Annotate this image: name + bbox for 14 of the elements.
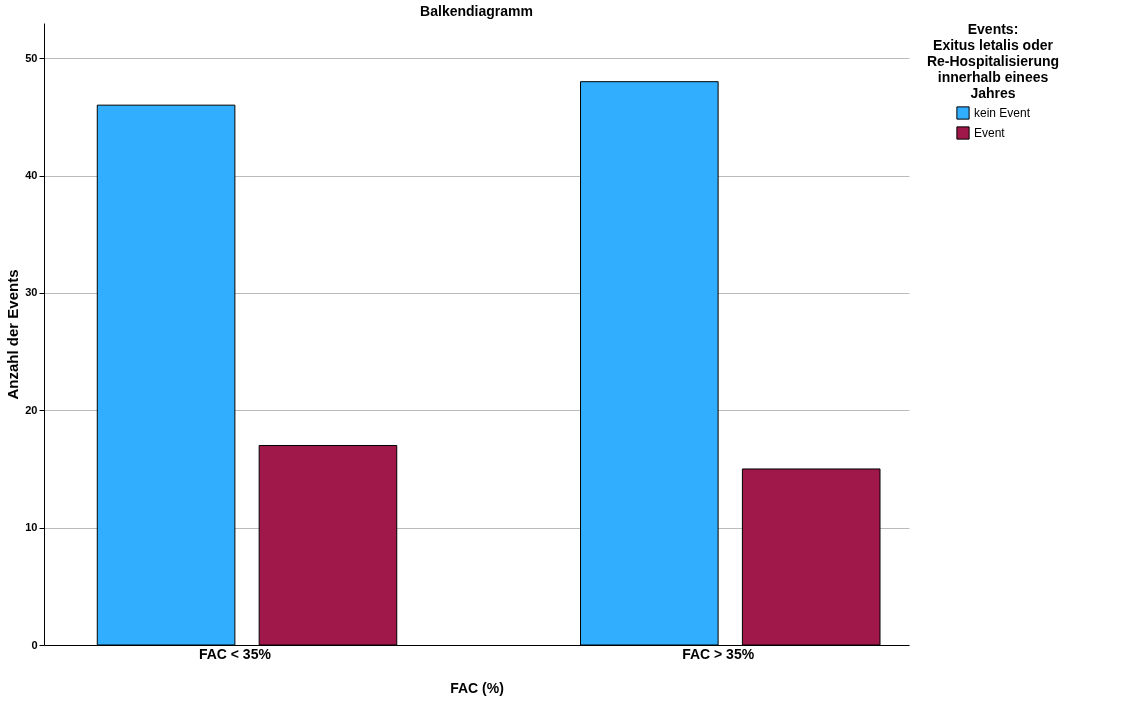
- legend-label: Event: [974, 126, 1006, 140]
- y-tick-label: 50: [25, 51, 38, 64]
- x-tick-label: FAC > 35%: [682, 645, 755, 662]
- x-tick-label: FAC < 35%: [198, 645, 272, 662]
- y-axis-title: Anzahl der Events: [4, 269, 22, 400]
- legend-title: Events: Exitus letalis oder Re-Hospitalisierung innerhalb einees Jahres: [926, 21, 1060, 101]
- y-tick-label: 20: [25, 403, 38, 416]
- chart-title: Balkendiagramm: [420, 3, 533, 19]
- legend-label: kein Event: [974, 106, 1031, 120]
- y-tick-label: 30: [25, 286, 38, 299]
- y-tick-label: 40: [25, 169, 38, 182]
- y-tick-label: 0: [31, 638, 38, 651]
- x-axis-title: FAC (%): [450, 679, 504, 696]
- y-tick-label: 10: [25, 521, 38, 534]
